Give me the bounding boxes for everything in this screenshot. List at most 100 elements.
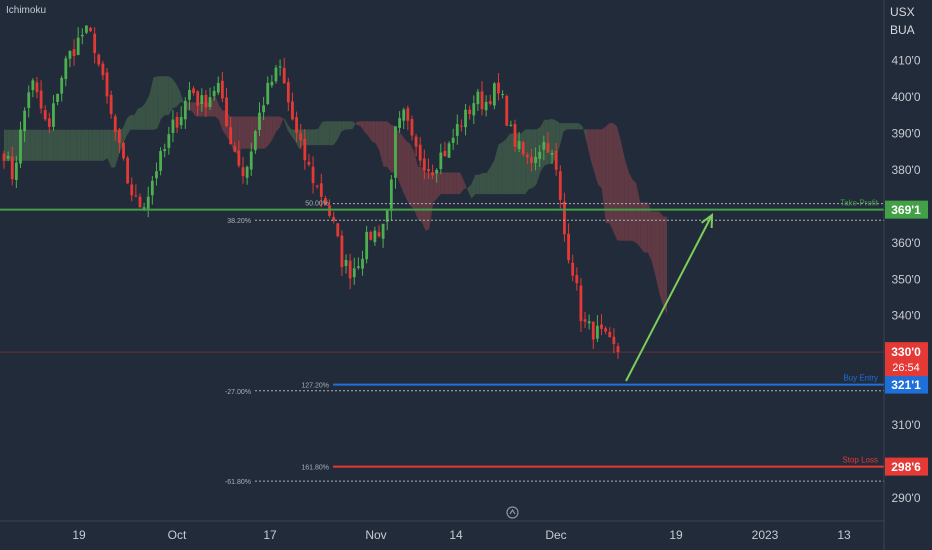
cloud-segment [276, 116, 280, 132]
cloud-segment [628, 171, 633, 241]
cloud-segment [467, 184, 472, 199]
candle-body [505, 96, 509, 126]
cloud-segment [387, 121, 392, 173]
cloud-segment [440, 172, 445, 195]
cloud-segment [161, 76, 165, 119]
candle-body [476, 91, 480, 105]
x-tick-label: 19 [72, 528, 86, 542]
cloud-segment [345, 121, 349, 130]
candle-body [365, 231, 369, 260]
candle-body [167, 134, 171, 148]
arrow-head [700, 212, 714, 229]
cloud-segment [46, 129, 50, 161]
fib-level-label: 38.20% [227, 218, 251, 225]
bar-countdown-text: 26:54 [892, 362, 920, 374]
cloud-segment [471, 174, 476, 199]
cloud-segment [172, 78, 177, 109]
auto-scale-icon[interactable] [506, 506, 519, 519]
candle-body [394, 126, 397, 178]
cloud-segment [76, 129, 81, 161]
cloud-segment [571, 123, 576, 130]
cloud-segment [53, 129, 58, 161]
candle-body [575, 275, 579, 284]
cloud-segment [26, 129, 31, 161]
candle-body [196, 91, 200, 106]
cloud-segment [42, 129, 47, 161]
cloud-segment [636, 183, 641, 248]
cloud-segment [490, 159, 495, 195]
candle-body [262, 105, 266, 113]
candle-body [336, 223, 340, 237]
candle-body [64, 58, 68, 80]
candle-body [14, 162, 18, 180]
candle-body [122, 142, 125, 159]
cloud-segment [218, 104, 223, 131]
candle-body [126, 157, 130, 184]
y-tick-label: 360'0 [892, 236, 921, 250]
candle-body [431, 172, 434, 176]
last-price-badge [885, 342, 928, 377]
cloud-segment [157, 76, 162, 129]
candle-body [377, 232, 381, 237]
projection-arrow[interactable] [625, 214, 713, 382]
cloud-segment [548, 118, 553, 164]
candle-body [513, 124, 517, 147]
cloud-segment [348, 121, 353, 130]
cloud-segment [272, 116, 277, 140]
candle-body [373, 230, 377, 243]
candle-body [344, 259, 348, 266]
candle-body [146, 196, 150, 209]
candle-body [266, 82, 270, 105]
candle-body [6, 155, 10, 159]
candle-body [460, 125, 463, 127]
cloud-segment [509, 133, 514, 195]
cloud-segment [92, 129, 96, 161]
candle-body [183, 100, 187, 120]
candle-body [509, 124, 513, 126]
cloud-segment [506, 133, 510, 195]
candle-body [291, 101, 294, 120]
candle-body [472, 103, 476, 116]
cloud-segment [15, 129, 20, 161]
candle-body [23, 110, 27, 132]
x-tick-label: Dec [545, 528, 566, 542]
candlesticks [2, 25, 620, 359]
candle-body [155, 171, 158, 179]
cloud-segment [486, 166, 491, 195]
candle-body [517, 141, 521, 150]
candle-body [402, 109, 406, 121]
candle-body [348, 260, 352, 279]
cloud-segment [502, 139, 507, 195]
cloud-segment [134, 108, 139, 130]
cloud-segment [598, 129, 602, 189]
indicator-label[interactable]: Ichimoku [6, 5, 47, 16]
cloud-segment [107, 129, 112, 168]
cloud-segment [352, 121, 357, 129]
candle-body [138, 196, 142, 208]
cloud-segment [260, 116, 265, 149]
candle-body [492, 83, 496, 106]
candle-body [328, 205, 331, 216]
candle-body [591, 321, 595, 340]
cloud-segment [176, 84, 181, 108]
cloud-segment [559, 123, 564, 147]
candle-body [439, 152, 443, 170]
cloud-segment [624, 158, 629, 241]
candle-body [150, 180, 154, 196]
cloud-segment [483, 172, 487, 195]
cloud-segment [448, 172, 453, 195]
cloud-segment [414, 151, 418, 220]
cloud-segment [88, 129, 93, 161]
candle-body [538, 151, 542, 159]
cloud-segment [586, 129, 591, 159]
candle-body [299, 133, 303, 141]
candle-body [332, 216, 336, 221]
candle-body [163, 149, 167, 152]
candle-body [600, 324, 603, 329]
cloud-segment [126, 115, 131, 136]
cloud-segment [460, 172, 464, 195]
cloud-segment [360, 121, 365, 132]
candle-body [225, 97, 228, 127]
candle-body [468, 109, 472, 115]
